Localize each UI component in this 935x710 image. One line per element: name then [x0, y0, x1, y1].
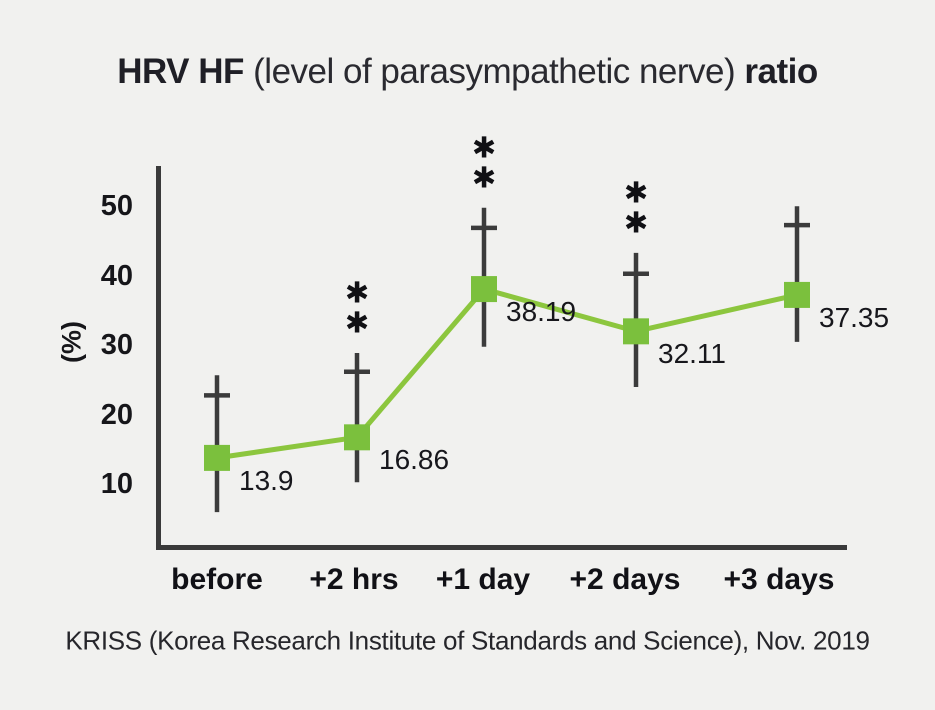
data-point-marker — [471, 276, 497, 303]
data-point-marker — [204, 444, 230, 471]
chart-title-bold-lead: HRV HF — [117, 52, 244, 91]
data-point-marker — [623, 318, 649, 345]
significance-asterisk-icon: ✱ — [623, 205, 649, 240]
data-point-value-label: 37.35 — [819, 301, 890, 333]
y-axis-tick-label: 50 — [100, 189, 133, 222]
chart-title-middle: (level of parasympathetic nerve) — [243, 52, 745, 91]
data-point-marker — [784, 281, 810, 308]
axis-lines — [156, 166, 847, 550]
data-point-value-label: 38.19 — [506, 296, 577, 328]
y-axis-tick-label: 30 — [100, 328, 133, 361]
y-axis-label: (%) — [56, 321, 87, 363]
significance-asterisk-icon: ✱ — [344, 275, 370, 310]
data-point-marker — [344, 424, 370, 451]
significance-asterisk-icon: ✱ — [623, 175, 649, 210]
x-axis-category-label: before — [171, 563, 263, 596]
significance-asterisk-icon: ✱ — [344, 305, 370, 340]
data-point-value-label: 32.11 — [658, 338, 726, 370]
x-axis-category-label: +2 days — [569, 563, 681, 596]
chart-title-bold-tail: ratio — [744, 52, 818, 91]
data-point-value-label: 13.9 — [239, 464, 294, 496]
significance-asterisk-icon: ✱ — [471, 160, 497, 195]
significance-asterisk-icon: ✱ — [471, 130, 497, 165]
data-point-value-label: 16.86 — [379, 444, 450, 476]
x-axis-category-label: +2 hrs — [309, 563, 399, 596]
chart-title: HRV HF (level of parasympathetic nerve) … — [0, 52, 935, 92]
source-caption: KRISS (Korea Research Institute of Stand… — [65, 625, 870, 656]
y-axis-tick-label: 20 — [100, 398, 133, 431]
x-axis-category-label: +1 day — [435, 563, 531, 596]
x-axis-category-label: +3 days — [723, 563, 835, 596]
y-axis-tick-label: 10 — [100, 467, 133, 500]
y-axis-tick-label: 40 — [100, 259, 133, 292]
